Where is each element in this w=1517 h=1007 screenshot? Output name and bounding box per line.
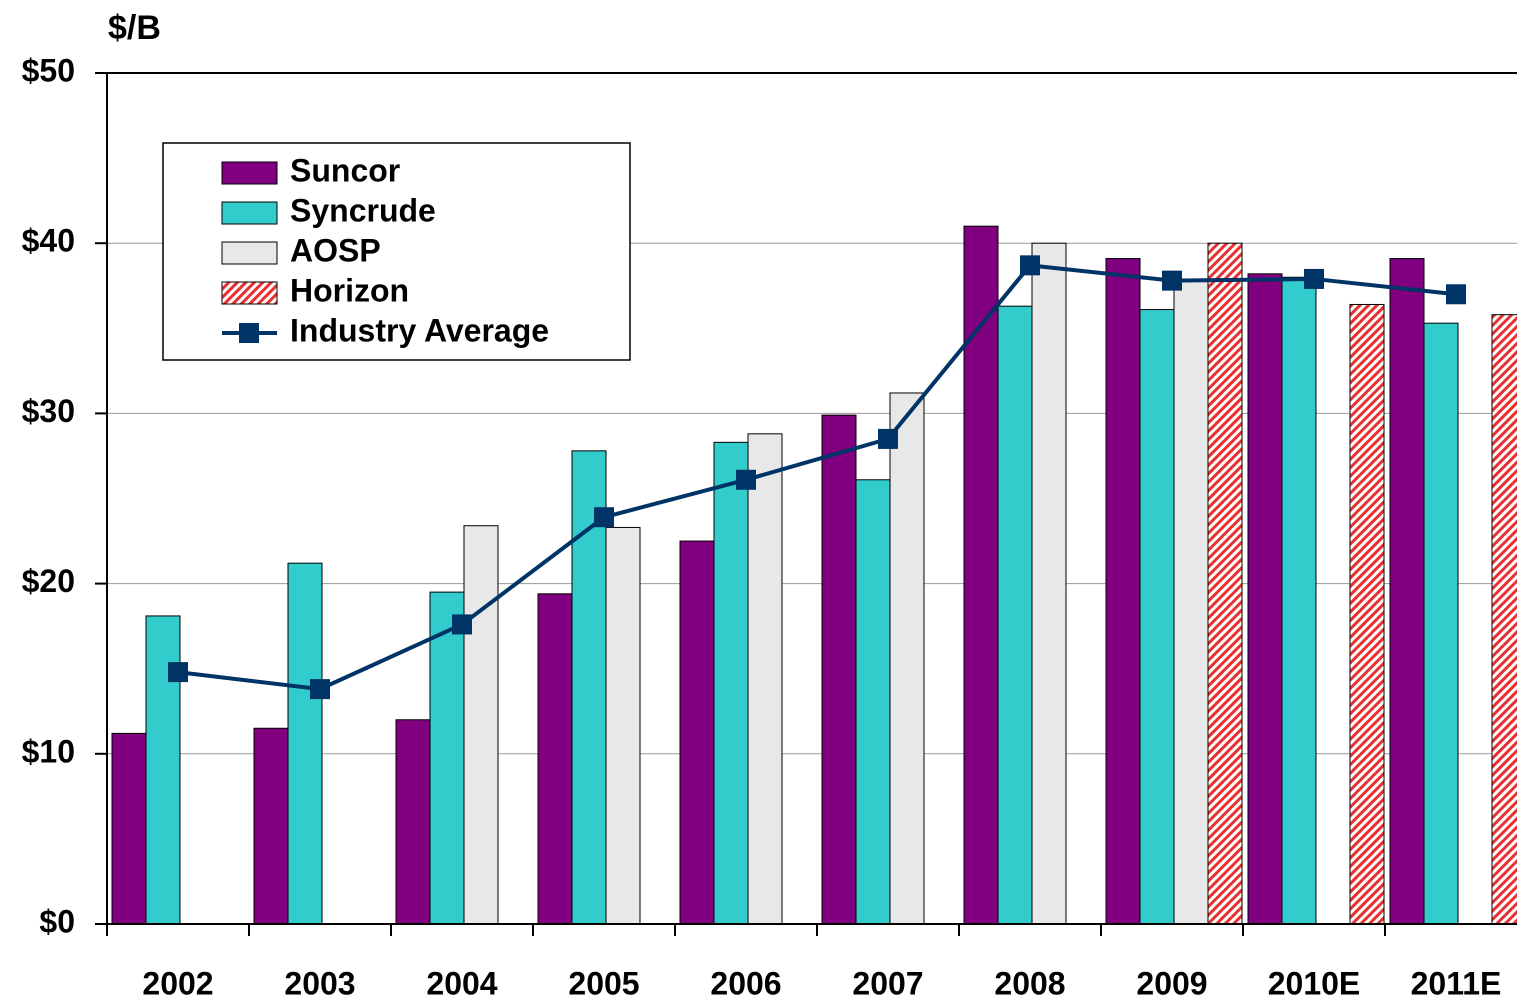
bar xyxy=(1423,322,1459,925)
bar xyxy=(253,727,289,925)
legend-label: Industry Average xyxy=(290,312,549,348)
bar xyxy=(1247,273,1283,925)
x-tick-label: 2005 xyxy=(568,965,639,1001)
y-axis-label: $/B xyxy=(108,9,161,47)
legend-label: Syncrude xyxy=(290,192,436,228)
legend-label: AOSP xyxy=(290,232,381,268)
line-marker xyxy=(168,662,188,683)
line-marker xyxy=(1162,270,1182,291)
legend-label: Suncor xyxy=(290,152,400,188)
bar xyxy=(395,719,431,925)
bar xyxy=(1139,309,1175,925)
bar xyxy=(1105,258,1141,925)
x-tick-label: 2008 xyxy=(994,965,1065,1001)
line-marker xyxy=(594,507,614,528)
bar xyxy=(537,593,573,925)
bar xyxy=(463,525,499,925)
bar xyxy=(747,433,783,925)
line-marker xyxy=(1020,255,1040,276)
bar xyxy=(1389,258,1425,925)
bar xyxy=(605,526,641,925)
bar xyxy=(997,305,1033,925)
bar xyxy=(1349,303,1385,925)
line-marker xyxy=(452,614,472,635)
bar xyxy=(111,732,147,925)
legend-swatch xyxy=(221,241,278,265)
bar xyxy=(1173,280,1209,925)
y-tick-label: $0 xyxy=(39,903,75,939)
y-tick-label: $50 xyxy=(22,52,75,88)
x-tick-label: 2002 xyxy=(142,965,213,1001)
bar xyxy=(679,540,715,925)
line xyxy=(177,263,1457,692)
line-marker xyxy=(1446,284,1466,305)
legend-marker xyxy=(239,323,259,343)
bar xyxy=(889,392,925,925)
bar xyxy=(821,414,857,925)
bar xyxy=(713,441,749,925)
bar xyxy=(963,225,999,925)
line-marker xyxy=(1304,268,1324,289)
bar xyxy=(1281,276,1317,925)
bar xyxy=(1031,242,1067,925)
x-tick-label: 2010E xyxy=(1268,965,1361,1001)
legend-swatch xyxy=(221,161,278,185)
legend-swatch xyxy=(221,201,278,225)
legend-swatch xyxy=(221,281,278,305)
x-tick-label: 2007 xyxy=(852,965,923,1001)
line-marker xyxy=(736,469,756,490)
line-marker xyxy=(310,679,330,700)
bar xyxy=(1207,242,1243,925)
x-tick-label: 2003 xyxy=(284,965,355,1001)
bar xyxy=(287,562,323,925)
bar xyxy=(1491,314,1517,925)
x-tick-label: 2006 xyxy=(710,965,781,1001)
y-tick-label: $20 xyxy=(22,563,75,599)
y-tick-label: $10 xyxy=(22,733,75,769)
y-tick-label: $40 xyxy=(22,223,75,259)
x-tick-label: 2004 xyxy=(426,965,497,1001)
legend-label: Horizon xyxy=(290,272,409,308)
x-tick-label: 2009 xyxy=(1136,965,1207,1001)
line-marker xyxy=(878,428,898,449)
bar xyxy=(429,591,465,925)
y-tick-label: $30 xyxy=(22,393,75,429)
bar xyxy=(855,479,891,925)
x-tick-label: 2011E xyxy=(1411,965,1502,1001)
